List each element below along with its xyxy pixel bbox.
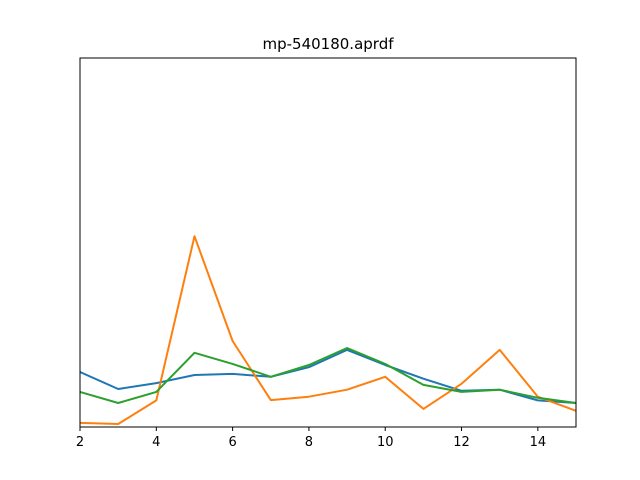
- x-tick-label: 12: [453, 435, 470, 450]
- x-tick-label: 10: [377, 435, 394, 450]
- x-axis: 2 4 6 8 10 12 14: [76, 427, 546, 450]
- x-tick-label: 8: [305, 435, 313, 450]
- chart-title: mp-540180.aprdf: [263, 35, 395, 53]
- plot-frame: [79, 57, 577, 428]
- series-line-2: [79, 235, 577, 425]
- series-layer: [79, 235, 577, 425]
- x-tick-label: 4: [152, 435, 160, 450]
- x-tick-label: 14: [530, 435, 547, 450]
- series-line-3: [79, 347, 577, 404]
- x-tick-label: 6: [228, 435, 236, 450]
- x-tick-label: 2: [76, 435, 84, 450]
